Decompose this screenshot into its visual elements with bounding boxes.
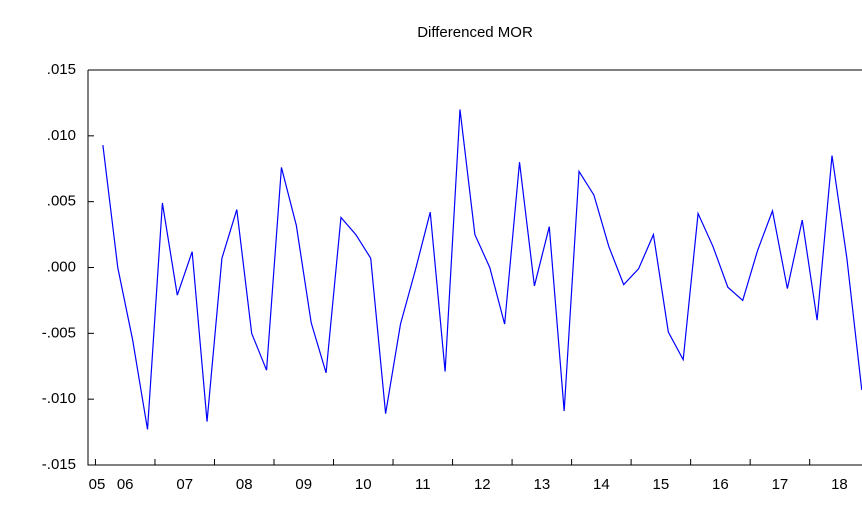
x-tick-label: 18	[831, 476, 848, 493]
x-tick-label: 16	[712, 476, 729, 493]
x-tick-label: 06	[117, 476, 134, 493]
x-tick-label: 15	[653, 476, 670, 493]
y-tick-label: .015	[47, 61, 76, 78]
y-tick-label: .000	[47, 258, 76, 275]
y-tick-label: -.005	[42, 324, 76, 341]
x-tick-label: 13	[533, 476, 550, 493]
y-tick-label: -.015	[42, 456, 76, 473]
y-tick-label: .010	[47, 127, 76, 144]
line-series	[102, 109, 862, 430]
chart-title: Differenced MOR	[417, 24, 533, 41]
y-tick-label: -.010	[42, 390, 76, 407]
x-tick-label: 11	[415, 476, 431, 493]
plot-frame	[87, 69, 862, 466]
x-tick-label: 17	[772, 476, 789, 493]
x-tick-label: 07	[176, 476, 193, 493]
x-tick-label: 10	[355, 476, 372, 493]
x-tick-label: 08	[236, 476, 253, 493]
x-tick-label: 12	[474, 476, 491, 493]
x-tick-label: 09	[295, 476, 312, 493]
y-tick-label: .005	[47, 193, 76, 210]
x-tick-label: 05	[89, 476, 106, 493]
x-tick-label: 14	[593, 476, 610, 493]
